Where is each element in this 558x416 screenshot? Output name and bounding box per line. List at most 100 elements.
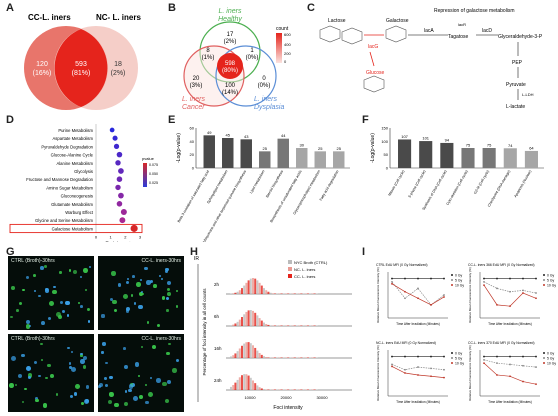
x-tick-label: 1 [110, 235, 113, 240]
hist-bar [265, 357, 268, 358]
time-label: 24h [214, 378, 222, 383]
cell-nucleus [35, 398, 39, 403]
pathway-pep-label: PEP [512, 60, 523, 66]
hist-bar [249, 278, 252, 294]
legend-marker [543, 362, 545, 364]
pathway-lacr-label: lacR [458, 22, 466, 27]
hist-bar [267, 357, 270, 358]
series-point [535, 383, 537, 386]
venn-b-cd-count: 100 [225, 83, 236, 89]
series-point [417, 277, 419, 280]
hist-bar [238, 290, 241, 294]
series-point [496, 362, 498, 365]
cell-nucleus [43, 264, 47, 268]
series-point [509, 375, 511, 378]
cell-nucleus [24, 387, 27, 390]
venn-b-dysplasia-count: 0 [262, 76, 266, 82]
panel-label-c: C [307, 2, 315, 14]
hist-bar [260, 320, 263, 326]
cell-nucleus [65, 300, 70, 306]
dot-point [109, 127, 115, 133]
hist-bar [263, 356, 265, 358]
hist-bar [230, 356, 232, 358]
dot-point [118, 192, 124, 199]
cell-nucleus [175, 305, 178, 308]
cell-nucleus [111, 271, 116, 276]
micro-image-ctrl-bottom: CTRL (Broth)-30hrs [8, 334, 94, 412]
series-line [483, 362, 537, 385]
hist-bar [296, 389, 298, 390]
y-tick-label: 50 [384, 152, 389, 157]
hist-bar [258, 282, 261, 294]
hist-bar [241, 375, 243, 390]
venn-a-left-count: 120 [36, 61, 48, 68]
hist-bar [282, 357, 285, 358]
hist-bar [311, 389, 314, 390]
y-tick-label: 0 [192, 166, 195, 171]
venn-b-legend-bar [276, 33, 282, 63]
bar-category-label: S phase (Cell cycle) [408, 170, 427, 199]
cell-nucleus [10, 356, 16, 362]
cell-nucleus [59, 301, 63, 305]
hist-bar [258, 353, 261, 358]
hist-bar [230, 293, 232, 294]
hist-bar [309, 293, 312, 294]
venn-b-hc-count: 8 [206, 48, 210, 54]
cell-nucleus [135, 282, 141, 287]
series-point [535, 277, 537, 280]
cell-nucleus [70, 366, 76, 372]
cell-nucleus [84, 398, 89, 404]
venn-b-cancer-sub: Cancer [182, 104, 205, 111]
hist-bar [234, 353, 237, 358]
bar [314, 151, 326, 168]
hist-bar [254, 312, 257, 326]
line-chart-title: NC-L. iners EdU MFI (0 Gy Normalized) [376, 341, 436, 345]
hist-bar [287, 325, 290, 326]
series-line [391, 281, 445, 306]
hist-bar [234, 382, 237, 390]
hist-bar [232, 355, 235, 358]
series-line [391, 366, 445, 378]
venn-b-cancer-label: L. iners [182, 96, 205, 103]
bar [203, 135, 215, 168]
hist-bar [252, 278, 254, 294]
cell-nucleus [166, 380, 171, 385]
cell-nucleus [112, 299, 117, 305]
hist-bar [230, 325, 232, 326]
cell-nucleus [45, 376, 48, 380]
legend-label: NYC Broth (CTRL) [294, 260, 328, 265]
hist-bar [256, 385, 259, 390]
cell-nucleus [81, 402, 85, 406]
cell-nucleus [75, 384, 81, 389]
hist-bar [287, 389, 290, 390]
cell-nucleus [98, 384, 101, 388]
x-tick-label: 10000 [244, 395, 256, 400]
hist-bar [256, 350, 259, 358]
hist-bar [278, 293, 281, 294]
hist-bar [285, 325, 287, 326]
bar-value-label: 75 [487, 143, 492, 148]
bar-category-label: G2-M (Cell cycle) [473, 170, 490, 195]
time-label: 16h [214, 346, 222, 351]
venn-b-center-count: 598 [225, 61, 236, 67]
cell-nucleus [53, 285, 56, 289]
venn-a-left-title: CC-L. iners [28, 13, 71, 22]
cell-nucleus [165, 351, 170, 356]
x-tick-label: 3 [139, 235, 142, 240]
bar-category-label: Checkpoint (DNA damage) [487, 170, 511, 208]
legend-marker [451, 362, 453, 364]
dot-category-label: Fructose and Mannose Degradation [26, 177, 93, 182]
venn-b-hc-pct: (1%) [202, 55, 215, 61]
y-axis-label: Relative Mean Fluorescence Intensity (%) [468, 345, 472, 401]
series-point [404, 290, 406, 293]
cell-nucleus [49, 301, 55, 307]
cell-nucleus [165, 268, 169, 272]
cell-nucleus [172, 368, 177, 373]
series-line [483, 284, 537, 307]
hist-bar [311, 293, 314, 294]
hist-bar [298, 293, 301, 294]
cell-nucleus [48, 317, 52, 321]
cell-nucleus [145, 400, 149, 405]
bar-value-label: 25 [263, 146, 268, 151]
hist-bar [263, 389, 265, 390]
